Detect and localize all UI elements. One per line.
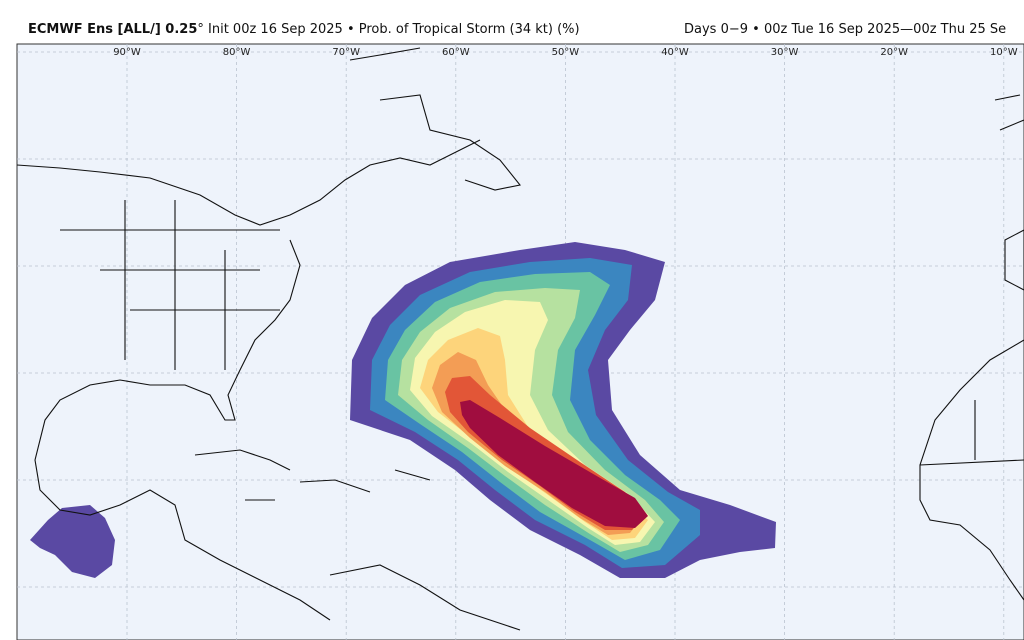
- time-range: Days 0−9 • 00z Tue 16 Sep 2025—00z Thu 2…: [684, 22, 1007, 37]
- coastline: [194, 449, 521, 631]
- coastline: [994, 94, 1024, 291]
- prob-band: [460, 400, 648, 528]
- coastline: [16, 139, 481, 226]
- border: [60, 200, 1024, 466]
- longitude-label: 60°W: [442, 47, 470, 58]
- longitude-labels: 90°W 80°W 70°W 60°W 50°W 40°W 30°W 20°W 10°W: [113, 47, 1018, 58]
- longitude-label: 80°W: [223, 47, 251, 58]
- title: ECMWF Ens [ALL/] 0.25° Init 00z 16 Sep 2…: [28, 22, 580, 37]
- coastline: [349, 47, 521, 191]
- prob-band: [30, 505, 115, 578]
- title-rest: ° Init 00z 16 Sep 2025 • Prob. of Tropic…: [197, 22, 580, 37]
- coastlines: [16, 47, 1024, 631]
- coastline: [919, 339, 1024, 601]
- longitude-label: 50°W: [552, 47, 580, 58]
- longitude-label: 40°W: [661, 47, 689, 58]
- longitude-label: 20°W: [880, 47, 908, 58]
- header: ECMWF Ens [ALL/] 0.25° Init 00z 16 Sep 2…: [0, 0, 1024, 44]
- longitude-label: 10°W: [990, 47, 1018, 58]
- coastline: [34, 239, 331, 621]
- longitude-label: 70°W: [332, 47, 360, 58]
- longitude-label: 90°W: [113, 47, 141, 58]
- title-bold: ECMWF Ens [ALL/] 0.25: [28, 22, 198, 37]
- longitude-label: 30°W: [771, 47, 799, 58]
- probability-shading: [30, 242, 776, 578]
